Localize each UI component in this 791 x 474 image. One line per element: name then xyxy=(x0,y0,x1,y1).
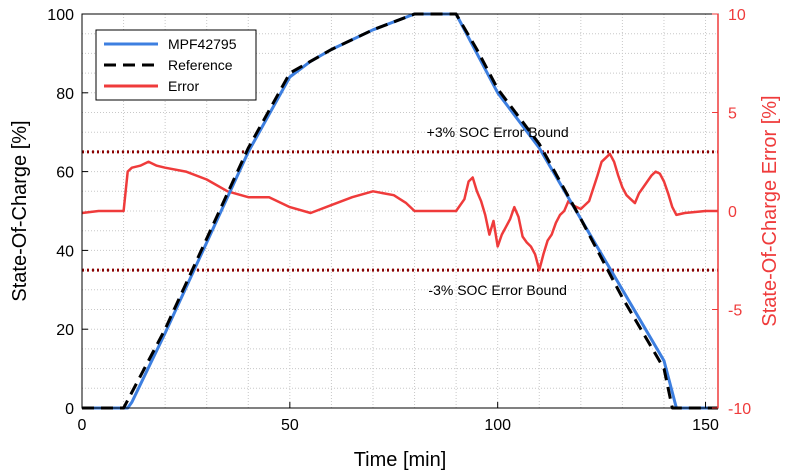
x-tick-label: 100 xyxy=(484,417,511,434)
lower-bound-annotation: -3% SOC Error Bound xyxy=(428,282,567,298)
legend-label-error: Error xyxy=(168,78,199,94)
y-left-tick-label: 60 xyxy=(56,165,74,182)
y-left-tick-label: 80 xyxy=(56,86,74,103)
series-line-error xyxy=(81,152,718,272)
y-right-tick-label: -5 xyxy=(728,303,742,320)
series-line-mpf42795 xyxy=(82,12,718,410)
y-right-tick-label: 10 xyxy=(728,7,746,24)
legend-box xyxy=(95,29,257,101)
y-axis-left-label: State-Of-Charge [%] xyxy=(9,120,31,301)
upper-bound-annotation: +3% SOC Error Bound xyxy=(427,124,569,140)
x-axis-label: Time [min] xyxy=(354,449,447,471)
x-tick-label: 150 xyxy=(692,417,719,434)
x-tick-label: 0 xyxy=(78,417,87,434)
ticks: 0 50 100 150 0 20 40 60 80 100 -10 -5 0 5 10 xyxy=(47,7,751,434)
y-right-tick-label: -10 xyxy=(728,401,751,418)
legend: MPF42795 Reference Error xyxy=(95,29,257,101)
annotations: +3% SOC Error Bound -3% SOC Error Bound xyxy=(427,124,569,298)
legend-label-reference: Reference xyxy=(168,57,233,73)
y-left-tick-label: 0 xyxy=(65,401,74,418)
legend-label-mpf42795: MPF42795 xyxy=(168,36,237,52)
y-left-tick-label: 40 xyxy=(56,243,74,260)
x-tick-label: 50 xyxy=(281,417,299,434)
y-right-tick-label: 0 xyxy=(728,204,737,221)
y-axis-right-label: State-Of-Charge Error [%] xyxy=(759,95,781,326)
y-right-tick-label: 5 xyxy=(728,106,737,123)
y-left-tick-label: 100 xyxy=(47,7,74,24)
y-left-tick-label: 20 xyxy=(56,322,74,339)
